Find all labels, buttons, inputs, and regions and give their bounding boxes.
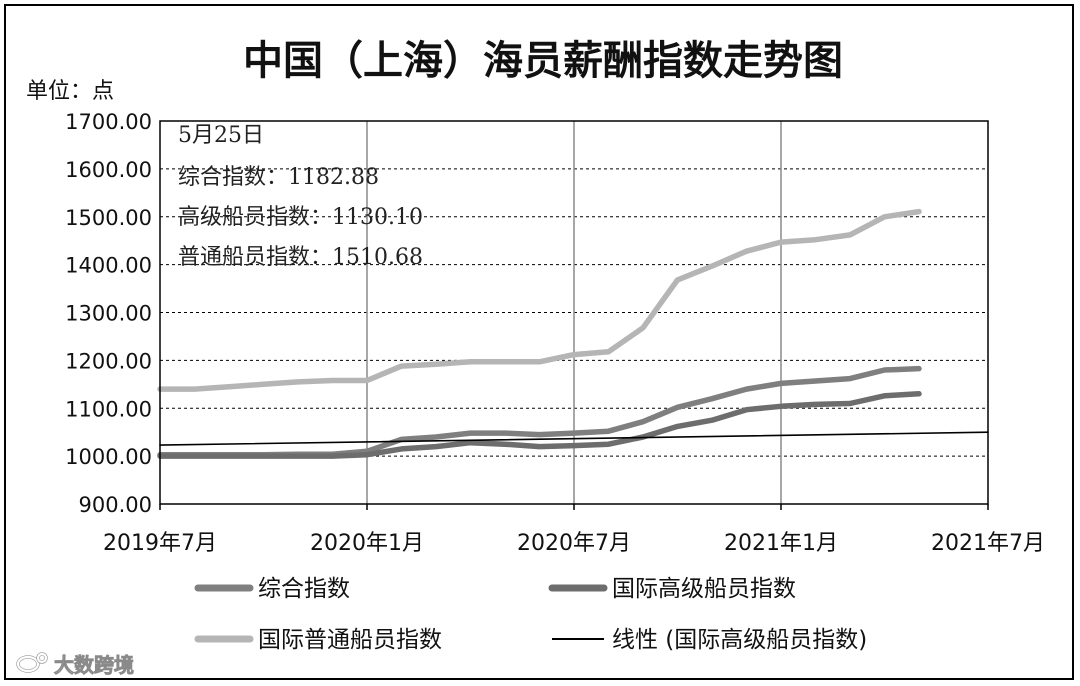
legend-label-composite: 综合指数 [258,576,350,602]
chart-frame: 中国（上海）海员薪酬指数走势图 单位：点 1700.00 1600.00 1500.… [4,4,1074,680]
y-tick-label: 1200.00 [65,349,152,373]
annotation-ordinary: 普通船员指数：1510.68 [178,245,423,270]
watermark-text: 大数跨境 [54,653,134,677]
series-line-senior [157,391,922,459]
legend-label-senior: 国际高级船员指数 [612,576,796,602]
x-tick-label: 2020年1月 [310,531,424,556]
watermark: 大数跨境 [16,652,134,677]
weibo-logo-icon [16,652,48,673]
y-tick-label: 1500.00 [65,206,152,230]
trend-line-senior [159,431,989,446]
series-line-ordinary [157,208,922,392]
annotation-composite: 综合指数：1182.88 [178,165,379,190]
x-tick-label: 2021年1月 [724,531,838,556]
chart-title: 中国（上海）海员薪酬指数走势图 [243,38,843,84]
series-lines [157,208,989,459]
y-tick-label: 1400.00 [65,254,152,278]
y-tick-label: 1300.00 [65,302,152,326]
legend-label-trend: 线性 (国际高级船员指数) [612,627,867,653]
line-chart: 中国（上海）海员薪酬指数走势图 单位：点 1700.00 1600.00 1500.… [16,38,1045,677]
x-tick-label: 2020年7月 [517,531,631,556]
y-unit-label: 单位：点 [26,79,114,104]
y-tick-label: 1000.00 [65,445,152,469]
y-axis-ticks: 1700.00 1600.00 1500.00 1400.00 1300.00 1200.… [65,110,152,517]
plot-area [159,120,989,505]
x-tick-label: 2021年7月 [931,531,1045,556]
x-tick-label: 2019年7月 [103,531,217,556]
y-tick-label: 1700.00 [65,110,152,134]
y-tick-label: 1600.00 [65,158,152,182]
annotation-senior: 高级船员指数：1130.10 [178,205,423,230]
y-tick-label: 900.00 [79,493,152,517]
annotation-date: 5月25日 [178,123,264,148]
x-axis-ticks: 2019年7月 2020年1月 2020年7月 2021年1月 2021年7月 [103,504,1045,556]
legend: 综合指数 国际高级船员指数 国际普通船员指数 线性 (国际高级船员指数) [194,576,867,653]
legend-label-ordinary: 国际普通船员指数 [258,627,442,653]
annotation-box: 5月25日 综合指数：1182.88 高级船员指数：1130.10 普通船员指数… [178,123,423,270]
y-tick-label: 1100.00 [65,397,152,421]
